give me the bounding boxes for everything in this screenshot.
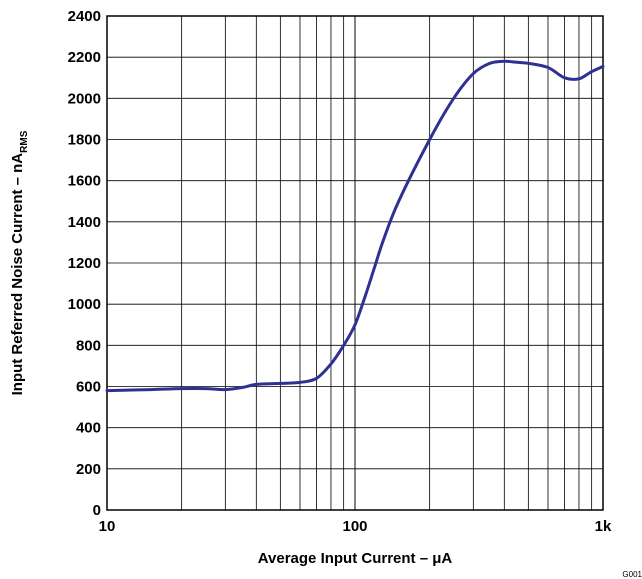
y-tick-label: 2400 — [68, 8, 101, 25]
y-tick-label: 1000 — [68, 296, 101, 313]
y-axis-label-main: Input Referred Noise Current – nA — [9, 153, 26, 396]
x-axis-ticks: 10 100 1k — [99, 518, 612, 535]
x-tick-label: 10 — [99, 518, 116, 535]
y-tick-label: 1800 — [68, 132, 101, 149]
grid-lines — [106, 15, 604, 511]
y-axis-label-subscript: RMS — [19, 130, 30, 153]
noise-current-series-line — [105, 59, 605, 393]
y-tick-label: 400 — [76, 420, 101, 437]
y-tick-label: 200 — [76, 461, 101, 478]
y-tick-label: 2000 — [68, 90, 101, 107]
y-axis-label: Input Referred Noise Current – nARMS — [9, 130, 30, 395]
y-tick-label: 800 — [76, 337, 101, 354]
x-axis-label: Average Input Current – μA — [258, 550, 453, 567]
y-tick-label: 0 — [93, 502, 101, 519]
plot-area-border — [106, 15, 604, 511]
x-tick-label: 100 — [342, 518, 367, 535]
y-tick-label: 1200 — [68, 255, 101, 272]
y-axis-ticks: 0 200 400 600 800 1000 1200 1400 1600 1800 2000 220… — [68, 8, 101, 519]
figure-id: G001 — [622, 570, 642, 579]
y-tick-label: 1600 — [68, 173, 101, 190]
x-tick-label: 1k — [595, 518, 612, 535]
y-tick-label: 600 — [76, 379, 101, 396]
y-tick-label: 2200 — [68, 49, 101, 66]
y-tick-label: 1400 — [68, 214, 101, 231]
